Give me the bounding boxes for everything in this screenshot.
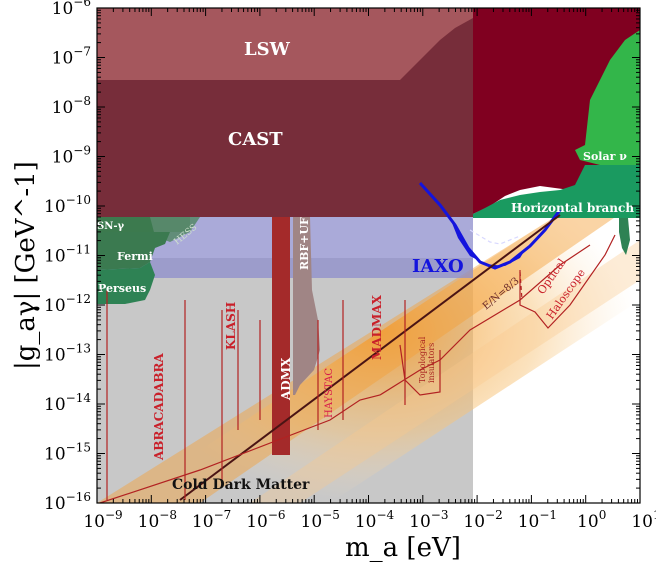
qcd-band	[120, 160, 640, 503]
en-line	[179, 214, 561, 501]
haystac-label: HAYSTAC	[324, 368, 335, 418]
y-tick-label: 10−13	[44, 342, 91, 366]
perseus-region	[97, 262, 155, 304]
topological-label-2: insulators	[427, 343, 436, 383]
y-tick-label: 10−16	[44, 490, 91, 514]
y-tick-label: 10−7	[52, 45, 91, 69]
sn-gamma-label: SN-γ	[97, 221, 125, 232]
horizontal-branch-label: Horizontal branch	[511, 201, 634, 215]
cdm-label: Cold Dark Matter	[172, 477, 310, 493]
madmax-label: MADMAX	[370, 294, 384, 360]
y-tick-label: 10−10	[44, 193, 91, 217]
topological-label-1: Topological	[418, 336, 427, 383]
x-tick-label: 10−9	[83, 508, 122, 532]
perseus-label: Perseus	[98, 282, 146, 295]
telescopes-label: Telescopes	[638, 283, 651, 344]
y-tick-label: 10−8	[52, 94, 91, 118]
solar-nu-label: Solar ν	[583, 150, 627, 163]
prospect-outlines	[99, 234, 616, 503]
x-tick-label: 10−3	[409, 508, 448, 532]
abracadabra-label: ABRACADABRA	[152, 353, 166, 461]
y-tick-label: 10−11	[44, 243, 91, 267]
x-tick-label: 101	[631, 508, 656, 532]
x-tick-label: 10−4	[355, 508, 395, 532]
iaxo-label: IAXO	[412, 256, 464, 277]
x-tick-label: 10−6	[246, 508, 285, 532]
y-tick-label: 10−6	[52, 0, 91, 19]
x-tick-label: 10−1	[518, 508, 557, 532]
x-tick-label: 10−5	[301, 508, 340, 532]
rbf-region	[293, 217, 320, 395]
y-axis-title: |g_aγ| [GeV^-1]	[11, 161, 41, 370]
x-tick-label: 10−2	[463, 508, 502, 532]
fermi-label: Fermi	[117, 250, 153, 263]
telescopes-region	[619, 218, 630, 255]
admx-region	[272, 217, 290, 455]
y-tick-label: 10−12	[44, 292, 91, 316]
solar-nu-region	[575, 30, 640, 165]
lsw-label: LSW	[244, 39, 291, 60]
x-tick-label: 10−7	[192, 508, 231, 532]
x-axis-title: m_a [eV]	[345, 533, 461, 563]
admx-label: ADMX	[279, 357, 293, 401]
rbf-label: RBF+UF	[298, 217, 311, 270]
x-tick-label: 100	[577, 508, 606, 532]
horizontal-branch-region	[473, 165, 640, 218]
y-tick-label: 10−14	[44, 391, 91, 415]
y-tick-label: 10−9	[52, 144, 91, 168]
fermi-region	[97, 232, 170, 270]
klash-label: KLASH	[224, 302, 238, 350]
y-tick-label: 10−15	[44, 441, 91, 465]
lsw-region	[97, 8, 473, 80]
cast-label: CAST	[228, 129, 283, 150]
x-tick-label: 10−8	[138, 508, 177, 532]
